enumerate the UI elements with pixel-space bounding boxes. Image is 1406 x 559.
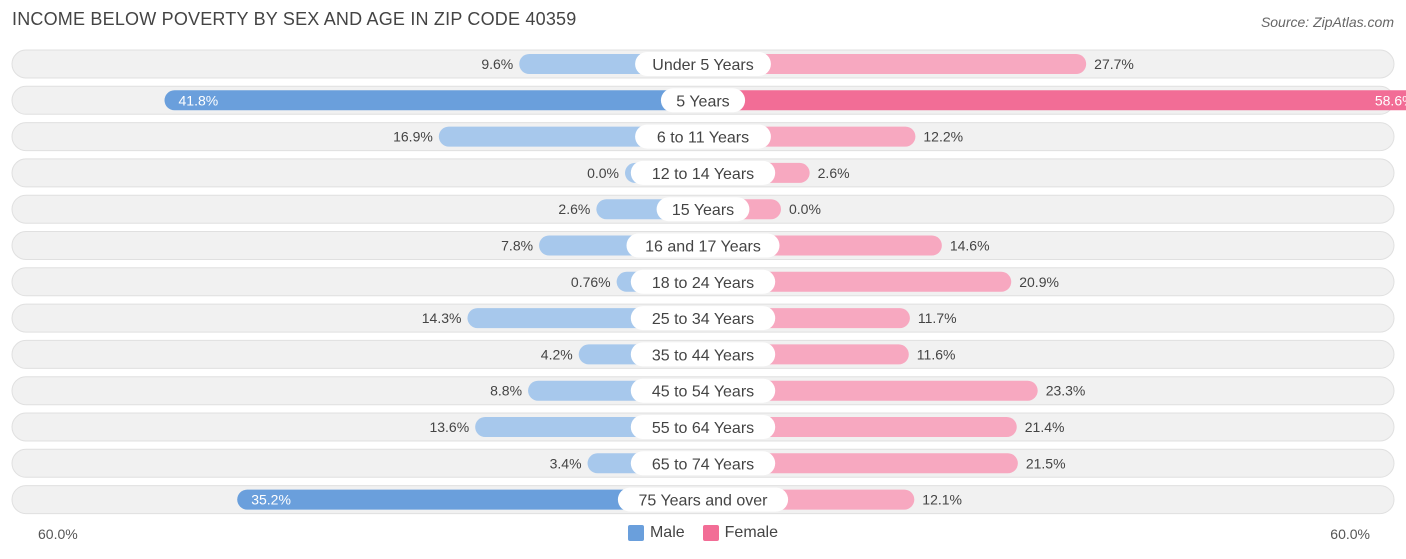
legend-item-female: Female	[702, 524, 779, 542]
category-label: 16 and 17 Years	[645, 239, 761, 256]
category-label: 75 Years and over	[639, 493, 769, 510]
category-pill	[660, 88, 746, 113]
category-pill	[635, 124, 771, 149]
axis-left-label: 60.0%	[38, 526, 78, 542]
male-value-label: 16.9%	[393, 129, 433, 145]
category-pill	[630, 342, 776, 367]
category-pill	[630, 269, 776, 294]
category-label: 18 to 24 Years	[652, 275, 754, 292]
category-pill	[656, 197, 750, 222]
male-value-label: 0.76%	[571, 274, 611, 290]
female-bar	[703, 271, 1012, 292]
male-bar	[164, 90, 704, 111]
legend-swatch-female	[702, 525, 719, 541]
category-pill	[630, 451, 776, 476]
female-value-label: 0.0%	[789, 201, 821, 217]
female-bar	[703, 90, 1406, 111]
category-label: 6 to 11 Years	[657, 130, 749, 147]
female-value-label: 21.4%	[1025, 419, 1065, 435]
chart-title: INCOME BELOW POVERTY BY SEX AND AGE IN Z…	[12, 9, 577, 29]
female-value-label: 23.3%	[1046, 383, 1086, 399]
category-pill	[630, 306, 776, 331]
category-pill	[626, 233, 780, 258]
female-value-label: 12.1%	[922, 492, 962, 508]
female-value-label: 21.5%	[1026, 455, 1066, 471]
female-value-label: 11.7%	[918, 310, 957, 326]
source-note: Source: ZipAtlas.com	[1260, 14, 1394, 30]
male-value-label: 8.8%	[490, 383, 522, 399]
category-pill	[630, 378, 776, 403]
category-label: 12 to 14 Years	[652, 166, 754, 183]
category-label: 65 to 74 Years	[652, 456, 754, 473]
male-value-label: 3.4%	[550, 455, 582, 471]
male-value-label: 7.8%	[501, 238, 533, 254]
male-value-label: 14.3%	[422, 310, 462, 326]
male-value-label: 0.0%	[587, 165, 619, 181]
female-bar	[703, 380, 1038, 401]
male-value-label: 13.6%	[429, 419, 469, 435]
female-value-label: 12.2%	[923, 129, 963, 145]
legend: Male Female	[0, 524, 1406, 542]
category-label: 5 Years	[676, 93, 729, 110]
female-value-label: 2.6%	[818, 165, 850, 181]
category-label: 15 Years	[672, 202, 734, 219]
female-bar	[703, 417, 1017, 437]
female-value-label: 11.6%	[917, 346, 956, 362]
chart-canvas: 9.6% 27.7% Under 5 Years 41.8% 58.6% 5 Years 1…	[11, 49, 1406, 515]
male-bar	[237, 489, 704, 510]
category-pill	[630, 415, 776, 439]
category-pill	[617, 487, 789, 512]
category-pill	[635, 52, 771, 76]
female-value-label: 27.7%	[1094, 56, 1134, 72]
legend-swatch-male	[627, 525, 644, 541]
male-value-label: 35.2%	[251, 492, 291, 508]
legend-label-male: Male	[649, 524, 685, 541]
female-value-label: 58.6%	[1375, 92, 1406, 108]
category-label: 25 to 34 Years	[652, 311, 754, 328]
legend-label-female: Female	[724, 524, 779, 541]
category-pill	[630, 160, 776, 185]
female-bar	[703, 453, 1018, 474]
male-value-label: 2.6%	[558, 201, 590, 217]
category-label: 35 to 44 Years	[652, 347, 754, 364]
female-value-label: 20.9%	[1019, 274, 1059, 290]
category-label: 55 to 64 Years	[652, 420, 754, 437]
female-value-label: 14.6%	[950, 238, 990, 254]
male-value-label: 9.6%	[481, 56, 513, 72]
male-value-label: 41.8%	[179, 92, 219, 108]
male-value-label: 4.2%	[541, 346, 573, 362]
axis-right-label: 60.0%	[1330, 526, 1370, 542]
legend-item-male: Male	[627, 524, 685, 542]
category-label: Under 5 Years	[652, 57, 753, 74]
female-bar	[703, 54, 1087, 74]
category-label: 45 to 54 Years	[652, 384, 754, 401]
